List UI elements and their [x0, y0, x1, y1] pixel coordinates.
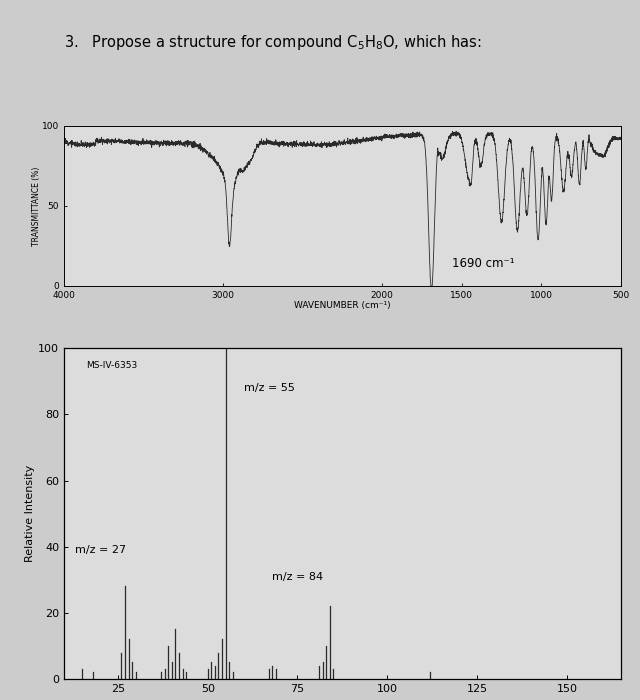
X-axis label: WAVENUMBER (cm⁻¹): WAVENUMBER (cm⁻¹) — [294, 301, 390, 310]
Text: 3.   Propose a structure for compound $\mathregular{C_5H_8O}$, which has:: 3. Propose a structure for compound $\ma… — [64, 33, 481, 52]
Text: m/z = 84: m/z = 84 — [273, 572, 323, 582]
Text: 1690 cm⁻¹: 1690 cm⁻¹ — [452, 257, 515, 270]
Text: m/z = 55: m/z = 55 — [244, 383, 294, 393]
Text: MS-IV-6353: MS-IV-6353 — [86, 361, 138, 370]
Y-axis label: TRANSMITTANCE (%): TRANSMITTANCE (%) — [31, 167, 40, 246]
Text: m/z = 27: m/z = 27 — [75, 545, 126, 555]
Y-axis label: Relative Intensity: Relative Intensity — [26, 465, 35, 562]
